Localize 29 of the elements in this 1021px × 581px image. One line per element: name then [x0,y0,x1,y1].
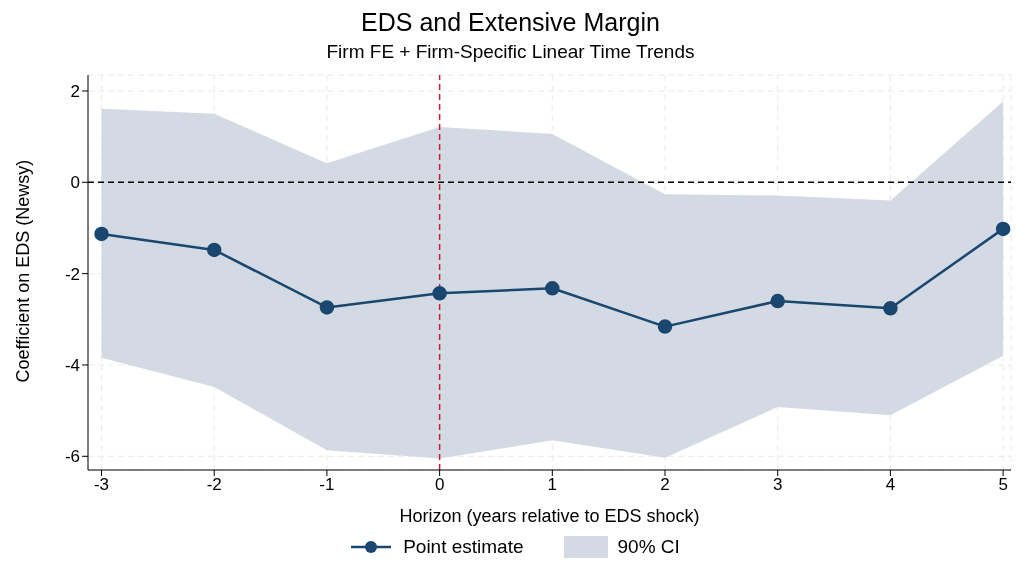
x-tick-label: -1 [319,475,335,495]
point [883,301,898,316]
x-tick-label: -2 [206,475,222,495]
x-tick-label: 5 [998,475,1008,495]
x-tick-label: 0 [434,475,445,495]
y-tick-label: 0 [70,173,80,193]
legend-label: Point estimate [403,536,524,558]
point [94,226,109,242]
y-tick-label: -6 [64,447,80,467]
point [770,293,785,309]
point [206,242,222,258]
y-tick-label: -2 [64,264,80,284]
text: 90% CI [617,536,680,558]
point [657,319,673,334]
chart-title: EDS and Extensive Margin [360,8,661,37]
point [432,286,447,301]
y-tick-label: -4 [64,356,80,376]
y-axis-title: Coefficient on EDS (Newsy) [13,159,34,383]
point [995,221,1011,237]
x-tick-label: 1 [547,475,558,495]
point [319,300,335,315]
point [545,281,560,296]
x-tick-label: 2 [660,475,670,495]
chart-subtitle: Firm FE + Firm-Specific Linear Time Trends [325,41,696,63]
x-tick-label: 3 [772,475,783,495]
x-axis-title: Horizon (years relative to EDS shock) [399,506,700,526]
x-tick-label: -3 [93,475,110,495]
y-tick-label: 2 [70,82,80,102]
x-tick-label: 4 [885,475,896,495]
